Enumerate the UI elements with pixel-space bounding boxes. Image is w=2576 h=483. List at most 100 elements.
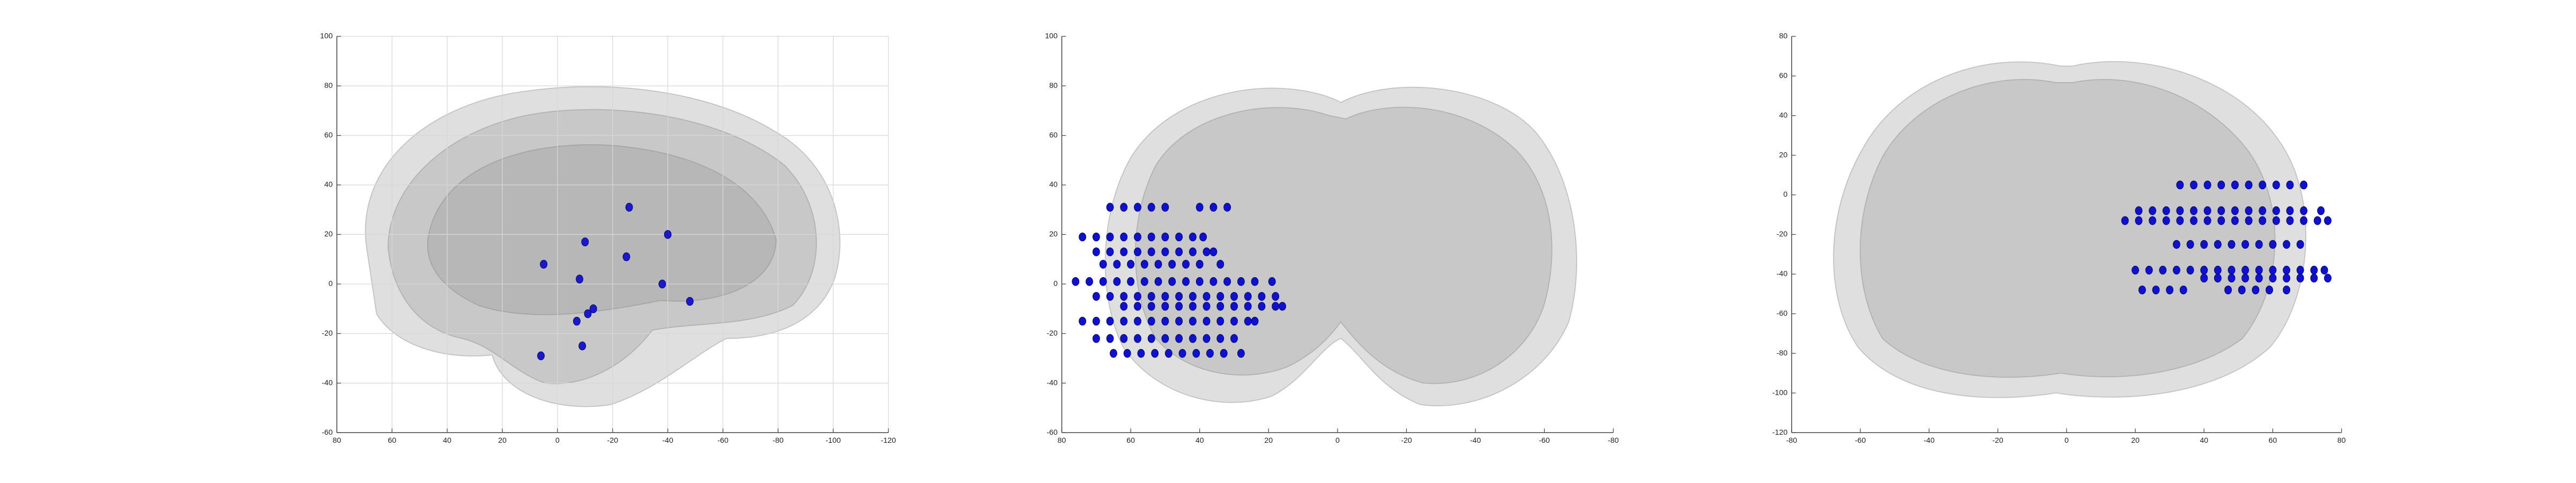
electrode xyxy=(2255,273,2263,283)
electrode xyxy=(2152,285,2160,295)
electrode xyxy=(1106,232,1114,242)
electrode xyxy=(2241,273,2250,283)
electrode xyxy=(2190,216,2198,225)
electrode xyxy=(1189,232,1197,242)
electrode xyxy=(2310,265,2318,275)
electrode xyxy=(2259,216,2267,225)
electrode xyxy=(2296,265,2304,275)
electrode xyxy=(1251,277,1259,286)
electrode xyxy=(2272,216,2280,225)
electrode xyxy=(1147,292,1155,301)
electrode xyxy=(1154,277,1162,286)
y-tick-label: 80 xyxy=(324,81,333,90)
electrode xyxy=(2228,265,2236,275)
electrode xyxy=(2121,216,2129,225)
electrode xyxy=(2135,206,2143,216)
electrode xyxy=(1106,334,1114,343)
electrode xyxy=(1268,277,1276,286)
electrode xyxy=(2296,273,2304,283)
y-tick-label: 40 xyxy=(1779,111,1787,120)
electrode xyxy=(1110,349,1117,358)
y-tick-label: -60 xyxy=(1046,428,1058,437)
electrode xyxy=(1106,247,1114,256)
electrode xyxy=(1106,203,1114,212)
electrode xyxy=(2269,240,2277,249)
electrode xyxy=(540,259,548,269)
electrode xyxy=(1092,334,1100,343)
electrode xyxy=(2224,285,2232,295)
electrode xyxy=(2245,216,2253,225)
electrode xyxy=(1209,203,1218,212)
y-tick-label: -100 xyxy=(1772,389,1787,397)
electrode xyxy=(2310,273,2318,283)
electrode xyxy=(1216,259,1224,269)
y-tick-label: 100 xyxy=(320,32,333,41)
y-tick-label: -20 xyxy=(1777,230,1788,239)
electrode xyxy=(2132,265,2139,275)
electrode xyxy=(1147,232,1155,242)
electrode xyxy=(2283,265,2290,275)
electrode xyxy=(686,296,694,306)
electrode xyxy=(2200,273,2208,283)
y-tick-label: -20 xyxy=(322,329,333,338)
y-tick-label: 100 xyxy=(1045,32,1058,41)
x-tick-label: 0 xyxy=(1335,436,1340,445)
electrode xyxy=(2259,206,2267,216)
electrode xyxy=(1168,277,1176,286)
x-tick-label: 20 xyxy=(2131,436,2140,445)
electrode xyxy=(2186,240,2194,249)
electrode xyxy=(1120,316,1128,326)
electrode xyxy=(1244,302,1252,311)
electrode xyxy=(2320,265,2328,275)
electrode xyxy=(2241,265,2250,275)
electrode xyxy=(1140,277,1148,286)
electrode xyxy=(1120,232,1128,242)
electrode xyxy=(576,274,583,284)
x-tick-label: 0 xyxy=(2065,436,2069,445)
electrode xyxy=(1230,316,1238,326)
x-tick-label: 80 xyxy=(332,436,341,445)
electrode xyxy=(1161,316,1169,326)
electrode xyxy=(2200,240,2208,249)
x-tick-label: -60 xyxy=(717,436,729,445)
electrode xyxy=(1258,302,1266,311)
electrode xyxy=(1272,292,1280,301)
electrode xyxy=(2162,216,2170,225)
electrode xyxy=(2286,206,2294,216)
electrode xyxy=(1251,316,1259,326)
electrode xyxy=(1134,292,1141,301)
electrode xyxy=(1092,247,1100,256)
electrode xyxy=(1086,277,1093,286)
electrode xyxy=(578,341,587,351)
electrode xyxy=(1178,349,1186,358)
electrode xyxy=(2269,273,2277,283)
electrode xyxy=(1216,292,1224,301)
electrode xyxy=(1134,316,1141,326)
y-tick-label: 60 xyxy=(1779,71,1787,80)
x-tick-label: 60 xyxy=(1126,436,1135,445)
electrode xyxy=(2186,265,2194,275)
electrode xyxy=(2203,180,2211,190)
electrode xyxy=(2172,240,2180,249)
electrode xyxy=(581,237,589,247)
y-tick-label: -80 xyxy=(1777,349,1788,358)
electrode xyxy=(1189,292,1197,301)
electrode xyxy=(1120,247,1128,256)
electrode xyxy=(2283,273,2290,283)
electrode xyxy=(2217,216,2225,225)
x-tick-label: -20 xyxy=(1401,436,1412,445)
x-tick-label: 40 xyxy=(1196,436,1204,445)
electrode xyxy=(2300,180,2308,190)
electrode xyxy=(1182,277,1190,286)
electrode xyxy=(2190,206,2198,216)
electrode xyxy=(2135,216,2143,225)
electrode xyxy=(1140,259,1148,269)
electrode xyxy=(589,304,597,314)
electrode xyxy=(2172,265,2180,275)
electrode xyxy=(2245,206,2253,216)
electrode xyxy=(1220,349,1228,358)
electrode xyxy=(1216,316,1224,326)
electrode xyxy=(1175,232,1183,242)
x-tick-label: 60 xyxy=(388,436,396,445)
